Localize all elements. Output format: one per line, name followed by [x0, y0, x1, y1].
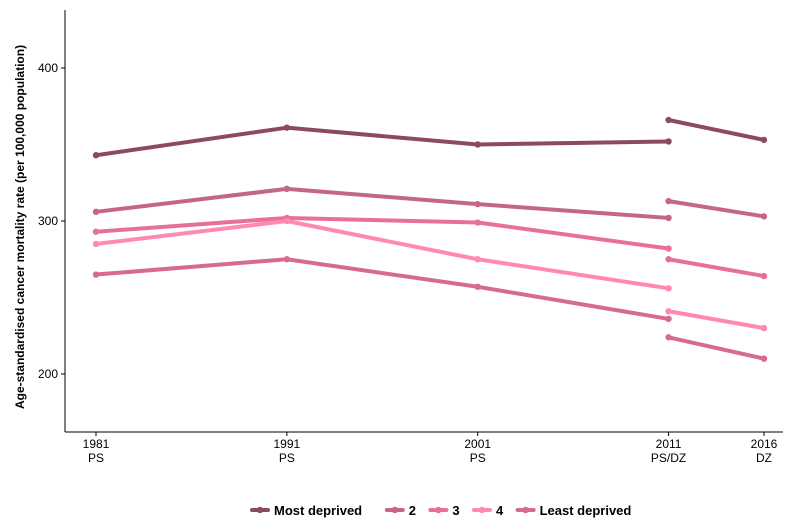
- legend-item: Least deprived: [515, 503, 632, 518]
- data-point: [760, 324, 768, 332]
- data-point: [760, 355, 768, 362]
- x-tick-label-year: 1991: [274, 437, 301, 451]
- series-line: [666, 118, 766, 142]
- data-point: [665, 256, 672, 263]
- data-point: [92, 240, 100, 248]
- y-tick-label: 400: [38, 61, 58, 75]
- legend-item: Most deprived: [250, 503, 362, 518]
- data-point: [92, 271, 100, 278]
- legend-swatch-point: [478, 506, 486, 514]
- series-line: [94, 219, 671, 291]
- data-point: [665, 334, 672, 341]
- legend-label: Least deprived: [540, 503, 632, 518]
- series-1: [92, 116, 768, 159]
- data-point: [665, 315, 672, 323]
- x-tick-label-year: 1981: [83, 437, 110, 451]
- series-4: [92, 217, 768, 332]
- legend-swatch-point: [435, 506, 442, 514]
- data-point: [665, 138, 672, 145]
- data-point: [92, 208, 100, 216]
- data-point: [283, 185, 291, 193]
- x-tick-label-geography: PS/DZ: [651, 451, 686, 465]
- data-point: [760, 136, 768, 144]
- series-line: [666, 199, 766, 219]
- legend-label: Most deprived: [274, 503, 362, 518]
- x-tick-label-year: 2016: [751, 437, 778, 451]
- legend-swatch-point: [256, 506, 264, 514]
- series-2: [92, 185, 768, 222]
- series-3: [92, 214, 768, 280]
- series-line: [666, 309, 766, 331]
- legend: Most deprived 2 3 4 Least deprived: [250, 503, 632, 518]
- x-tick-label-geography: PS: [88, 451, 104, 465]
- data-point: [665, 116, 672, 124]
- x-tick-label-geography: DZ: [756, 451, 772, 465]
- x-tick-label-geography: PS: [279, 451, 295, 465]
- series-line: [94, 257, 671, 321]
- y-tick-label: 300: [38, 214, 58, 228]
- series-line: [94, 125, 671, 158]
- data-point: [92, 152, 100, 159]
- data-point: [665, 214, 672, 222]
- data-point: [474, 256, 481, 263]
- legend-item: 4: [472, 503, 504, 518]
- x-tick-label-geography: PS: [470, 451, 486, 465]
- data-point: [665, 197, 672, 205]
- data-point: [474, 200, 481, 208]
- series-5: [92, 256, 768, 362]
- data-point: [283, 217, 291, 225]
- series-line: [94, 215, 671, 251]
- data-point: [283, 256, 291, 263]
- series-line: [666, 335, 766, 361]
- legend-swatch-point: [391, 506, 398, 514]
- data-point: [760, 272, 768, 280]
- x-tick-label-year: 2011: [656, 437, 682, 451]
- series-line: [94, 186, 671, 220]
- y-axis-title: Age-standardised cancer mortality rate (…: [13, 45, 27, 409]
- legend-label: 4: [496, 503, 504, 518]
- data-point: [283, 124, 291, 131]
- series-line: [666, 257, 766, 279]
- x-tick-label-year: 2001: [464, 437, 491, 451]
- legend-swatch-point: [522, 506, 529, 514]
- legend-label: 3: [452, 503, 459, 518]
- y-ticks: 200 300 400: [38, 61, 65, 381]
- data-point: [760, 213, 768, 220]
- data-point: [665, 245, 672, 252]
- legend-item: 3: [428, 503, 460, 518]
- legend-label: 2: [409, 503, 416, 518]
- data-point: [92, 228, 100, 235]
- series-layer: [92, 116, 768, 362]
- legend-item: 2: [384, 503, 416, 518]
- y-tick-label: 200: [38, 367, 58, 381]
- data-point: [474, 283, 481, 290]
- data-point: [474, 141, 481, 148]
- data-point: [665, 308, 672, 315]
- data-point: [474, 219, 481, 226]
- data-point: [665, 285, 672, 292]
